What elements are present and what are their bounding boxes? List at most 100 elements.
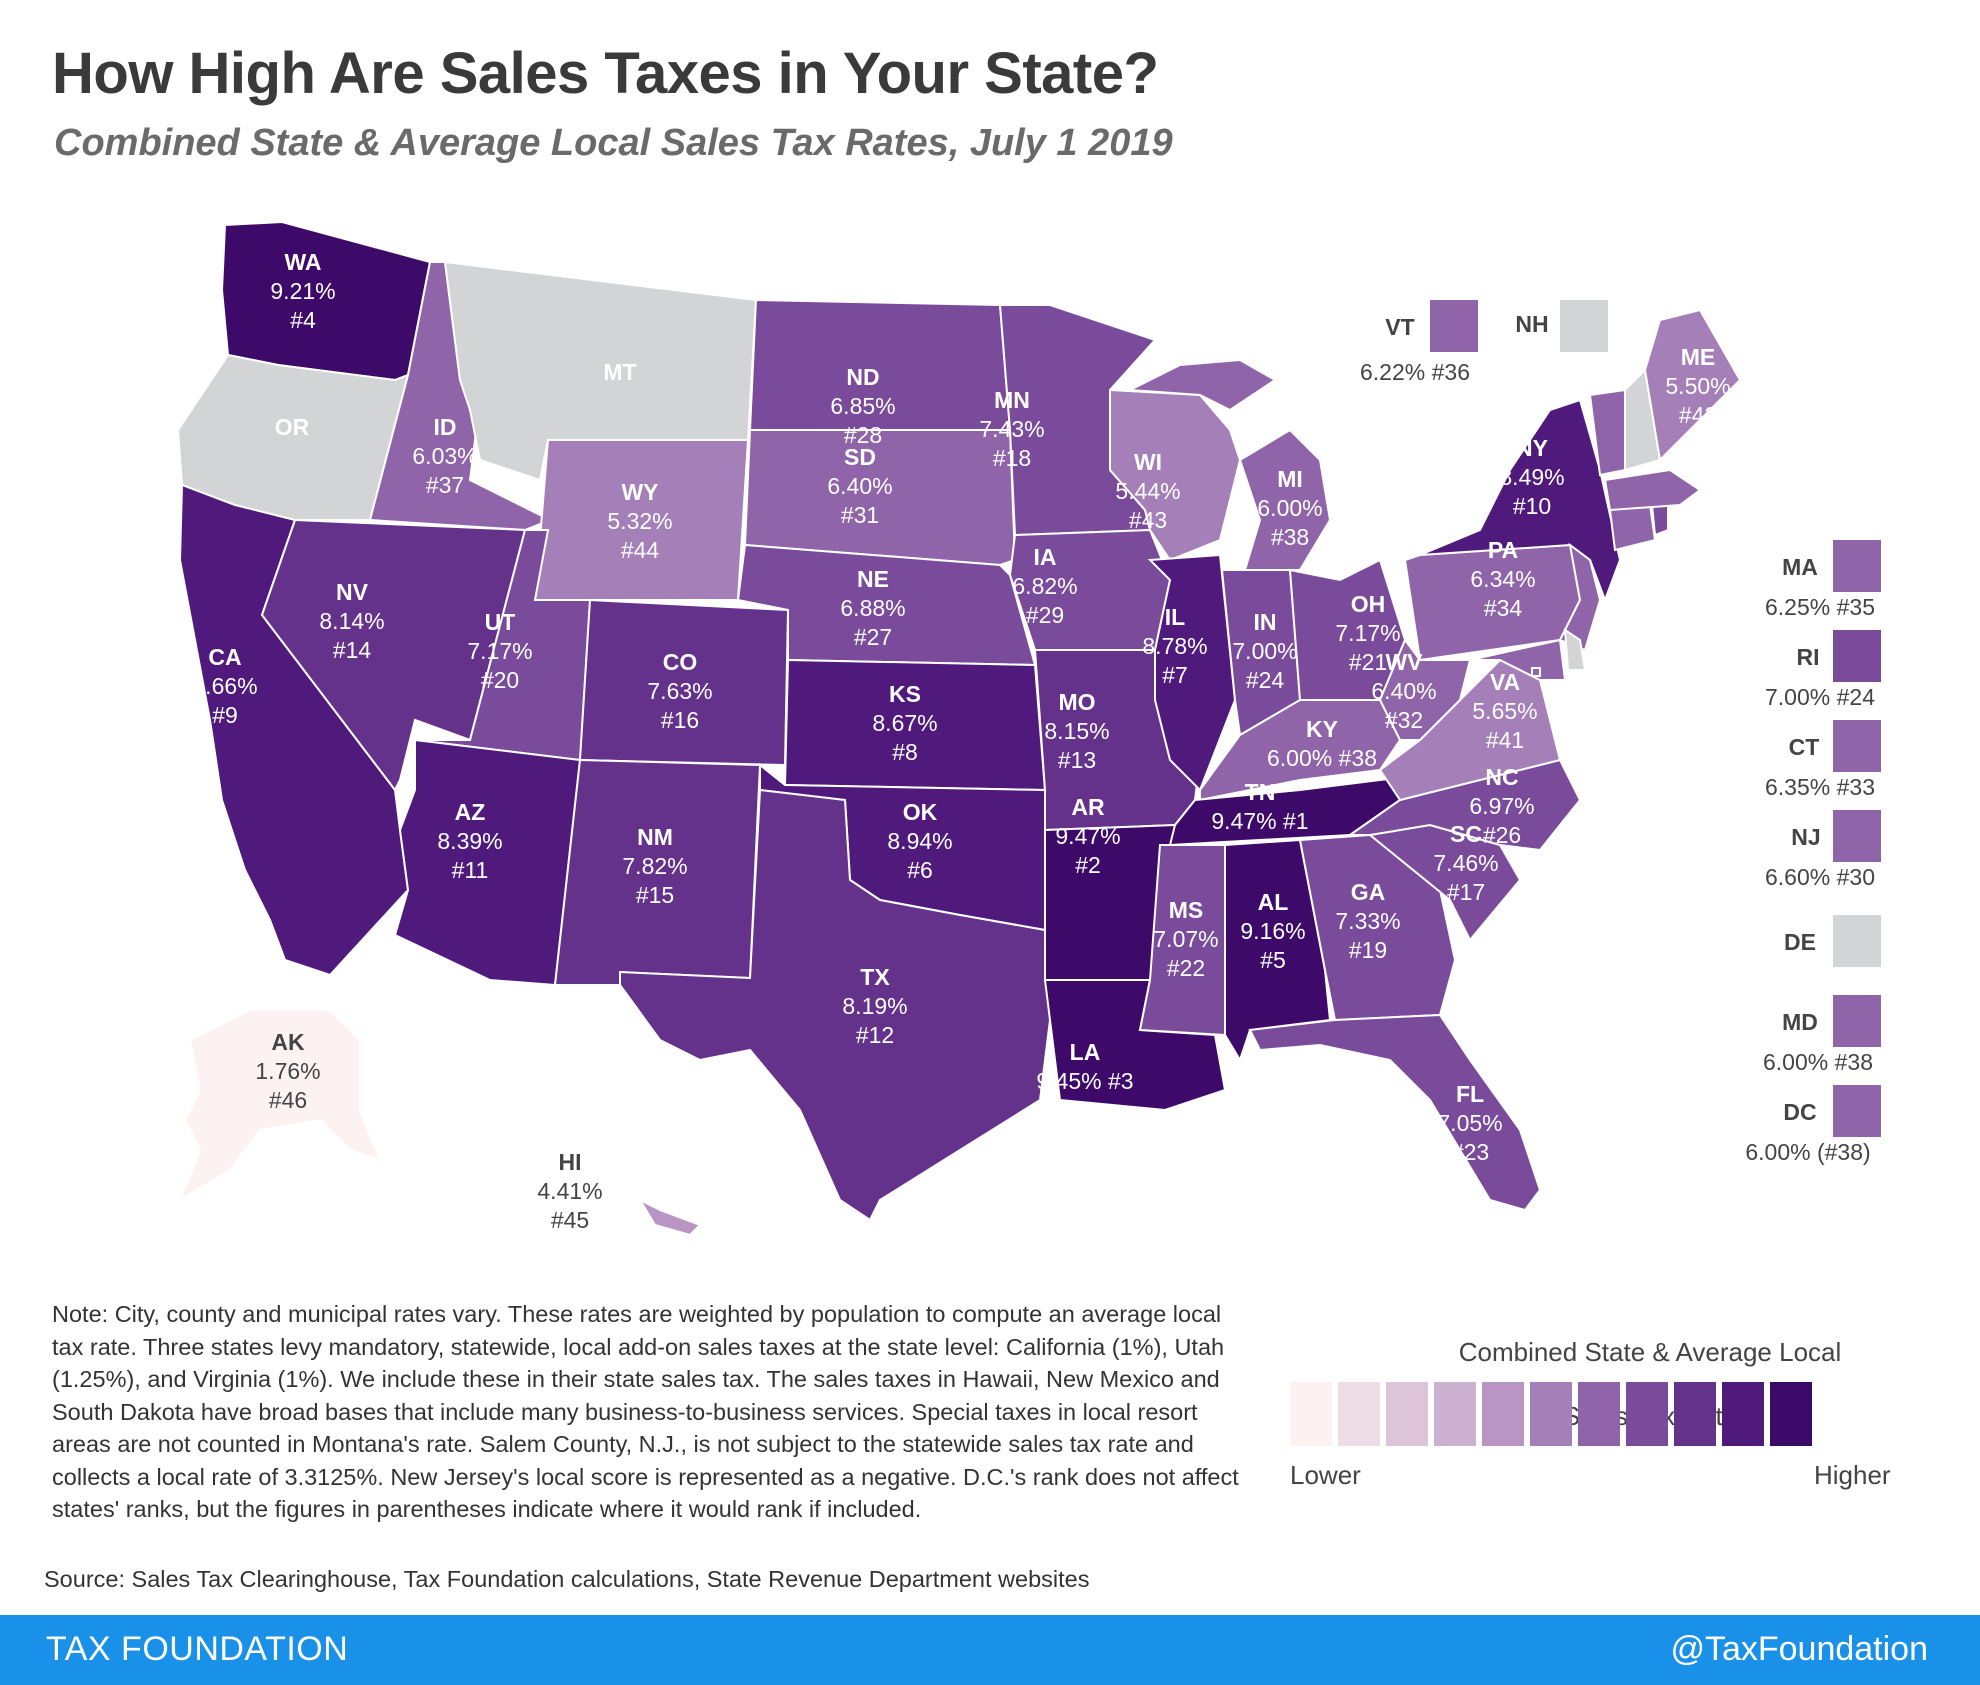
state-label-la: LA [1070,1039,1101,1065]
legend-swatch-5 [1482,1382,1524,1446]
state-rank-wa: #4 [290,307,316,333]
state-label-oh: OH [1351,591,1386,617]
state-rate-ks: 8.67% [872,710,937,736]
state-ma[interactable] [1603,468,1702,512]
legend-swatch-4 [1434,1382,1476,1446]
state-label-va: VA [1490,669,1520,695]
state-ms[interactable] [1138,844,1226,1037]
state-rate-oh: 7.17% [1335,620,1400,646]
legend-swatch-2 [1338,1382,1380,1446]
state-rank-ia: #29 [1026,602,1064,628]
state-label-ok: OK [903,799,938,825]
state-label-mo: MO [1058,689,1095,715]
state-rate-hi: 4.41% [537,1178,602,1204]
state-rank-wy: #44 [621,537,660,563]
state-me[interactable] [1643,308,1742,463]
state-rate-wv: 6.40% [1371,678,1436,704]
state-label-ny: NY [1516,435,1548,461]
state-label-sc: SC [1450,821,1482,847]
callout-swatch-ma[interactable] [1833,540,1881,592]
legend-swatch-1 [1290,1382,1332,1446]
state-rate-ms: 7.07% [1153,926,1218,952]
state-tx[interactable] [619,788,1052,1222]
state-ri[interactable] [1650,504,1669,537]
footer-handle[interactable]: @TaxFoundation [1670,1630,1928,1668]
state-rank-nv: #14 [333,637,372,663]
state-rank-sc: #17 [1447,879,1485,905]
state-rate-ak: 1.76% [255,1058,320,1084]
state-label-id: ID [434,414,457,440]
callout-swatch-ri[interactable] [1833,630,1881,682]
state-rate-tn: 9.47% #1 [1211,808,1308,834]
callout-label-ri: RI [1797,644,1820,670]
callout-value-md: 6.00% #38 [1763,1049,1873,1075]
callout-swatch-vt[interactable] [1430,300,1478,352]
state-label-mi: MI [1277,466,1303,492]
state-rank-va: #41 [1486,727,1524,753]
callout-swatch-ct[interactable] [1833,720,1881,772]
state-label-ca: CA [208,644,241,670]
state-rank-ms: #22 [1167,955,1205,981]
callout-swatch-md[interactable] [1833,995,1881,1047]
state-rate-sc: 7.46% [1433,850,1498,876]
state-hi[interactable] [637,1197,702,1237]
callout-swatch-dc[interactable] [1833,1085,1881,1137]
legend-swatch-9 [1674,1382,1716,1446]
state-rank-wv: #32 [1385,707,1423,733]
footer-brand[interactable]: TAX FOUNDATION [46,1630,349,1668]
callout-value-nj: 6.60% #30 [1765,864,1875,890]
state-rate-ar: 9.47% [1055,823,1120,849]
state-label-nc: NC [1485,764,1518,790]
legend-swatch-7 [1578,1382,1620,1446]
us-sales-tax-map: WA 9.21% #4 OR CA 8.66% #9 ID 6.03% #37 NV 8.14% #14… [176,220,1881,1237]
state-rate-ga: 7.33% [1335,908,1400,934]
legend-swatch-10 [1722,1382,1764,1446]
state-or[interactable] [176,353,410,521]
state-label-wy: WY [621,479,658,505]
state-rate-ky: 6.00% #38 [1267,745,1377,771]
state-fl[interactable] [1248,1013,1542,1212]
legend-swatch-3 [1386,1382,1428,1446]
state-label-al: AL [1258,889,1289,915]
state-rank-az: #11 [452,857,489,883]
state-rank-ks: #8 [892,739,918,765]
state-rank-mn: #18 [993,445,1031,471]
footnote: Note: City, county and municipal rates v… [52,1301,1239,1522]
state-rank-ak: #46 [269,1087,307,1113]
state-mi[interactable] [1238,428,1332,571]
state-label-ky: KY [1306,716,1338,742]
state-label-fl: FL [1456,1081,1484,1107]
state-label-az: AZ [455,799,486,825]
state-rank-il: #7 [1162,662,1188,688]
callout-swatch-nh[interactable] [1560,300,1608,352]
state-labels: WA 9.21% #4 OR CA 8.66% #9 ID 6.03% #37 NV 8.14% #14… [192,249,1730,1233]
state-wi[interactable] [1109,388,1242,562]
state-rank-co: #16 [661,707,699,733]
page-subtitle: Combined State & Average Local Sales Tax… [54,122,1173,164]
state-ct[interactable] [1608,503,1657,552]
state-nj[interactable] [1558,542,1602,652]
state-ak[interactable] [177,1009,382,1203]
callout-swatch-de[interactable] [1833,915,1881,967]
state-rank-hi: #45 [551,1207,589,1233]
state-dc[interactable] [1531,667,1541,677]
state-rate-wa: 9.21% [270,278,335,304]
state-de[interactable] [1563,628,1587,671]
state-rank-ut: #20 [481,667,519,693]
state-rank-ne: #27 [854,624,892,650]
state-md[interactable] [1469,638,1567,681]
state-rate-id: 6.03% [412,443,477,469]
state-rate-ny: 8.49% [1499,464,1564,490]
state-rate-va: 5.65% [1472,698,1537,724]
state-rate-ca: 8.66% [192,673,257,699]
state-rate-il: 8.78% [1142,633,1207,659]
state-rate-fl: 7.05% [1437,1110,1502,1136]
state-label-nm: NM [637,824,673,850]
state-rate-mi: 6.00% [1257,495,1322,521]
state-wv[interactable] [1378,638,1472,741]
state-rank-me: #42 [1679,402,1717,428]
callout-swatch-nj[interactable] [1833,810,1881,862]
state-rate-wy: 5.32% [607,508,672,534]
state-sd[interactable] [743,429,1017,567]
state-label-mt: MT [603,359,636,385]
